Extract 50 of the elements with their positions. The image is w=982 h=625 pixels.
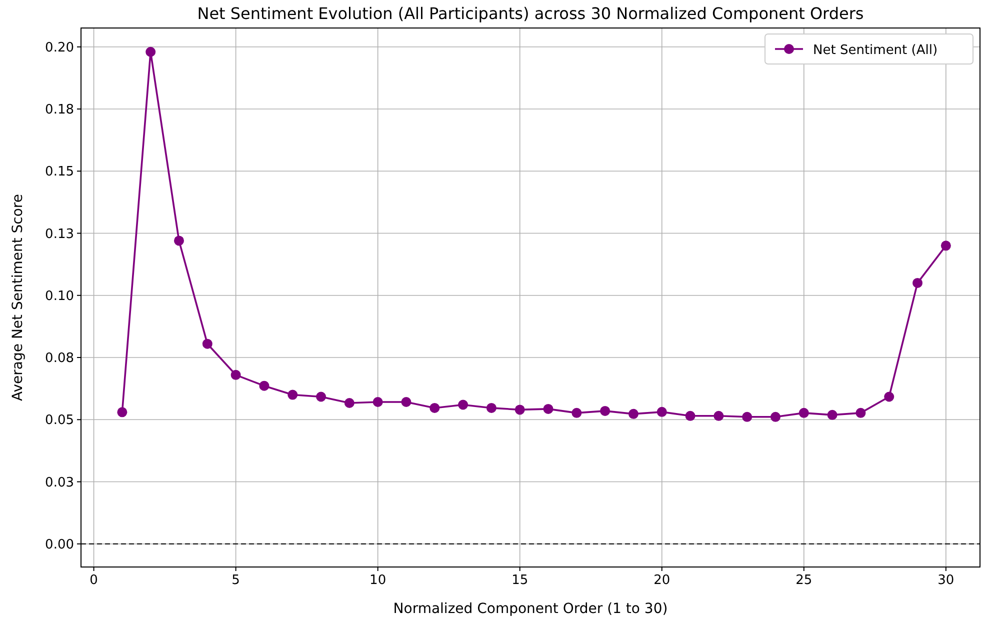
y-tick-label: 0.03 (45, 475, 74, 490)
point (543, 404, 554, 414)
point (912, 278, 923, 288)
point (174, 236, 184, 246)
y-tick-label: 0.10 (45, 288, 74, 304)
point (656, 406, 667, 417)
point (117, 407, 128, 418)
point (572, 408, 582, 418)
point (827, 410, 838, 420)
y-tick-label: 0.05 (45, 413, 74, 428)
point (146, 46, 156, 57)
point (259, 380, 270, 391)
point (628, 408, 638, 419)
legend-label: Net Sentiment (All) (813, 43, 938, 58)
x-tick-label: 15 (512, 573, 528, 588)
y-axis-title: Average Net Sentiment Score (10, 194, 26, 401)
x-tick-label: 20 (654, 573, 670, 588)
point (798, 408, 809, 418)
y-tick-label: 0.13 (45, 226, 74, 242)
point (316, 392, 326, 402)
y-tick-label: 0.00 (45, 537, 74, 552)
x-tick-label: 10 (370, 573, 386, 588)
y-tick-label: 0.18 (45, 102, 74, 118)
point (486, 402, 496, 413)
x-tick-label: 5 (232, 573, 240, 588)
point (344, 398, 354, 408)
chart-title: Net Sentiment Evolution (All Participants) across 30 Normalized Component Orders (197, 4, 864, 23)
point (742, 412, 752, 422)
x-tick-label: 25 (796, 573, 812, 588)
x-axis-title: Normalized Component Order (1 to 30) (393, 601, 668, 617)
point (685, 410, 696, 421)
point (714, 410, 724, 421)
point (202, 338, 212, 349)
y-tick-label: 0.15 (45, 164, 74, 180)
point (940, 240, 951, 251)
point (372, 396, 383, 407)
point (458, 400, 468, 410)
x-tick-label: 0 (90, 573, 98, 588)
point (288, 390, 298, 400)
point (401, 396, 412, 407)
x-tick-label: 30 (938, 573, 954, 588)
point (884, 392, 894, 402)
point (770, 412, 780, 422)
point (514, 404, 525, 415)
y-tick-label: 0.20 (45, 40, 74, 56)
point (230, 370, 241, 380)
point (430, 402, 440, 413)
point (600, 406, 610, 416)
point (856, 408, 866, 418)
y-tick-label: 0.08 (45, 351, 74, 366)
